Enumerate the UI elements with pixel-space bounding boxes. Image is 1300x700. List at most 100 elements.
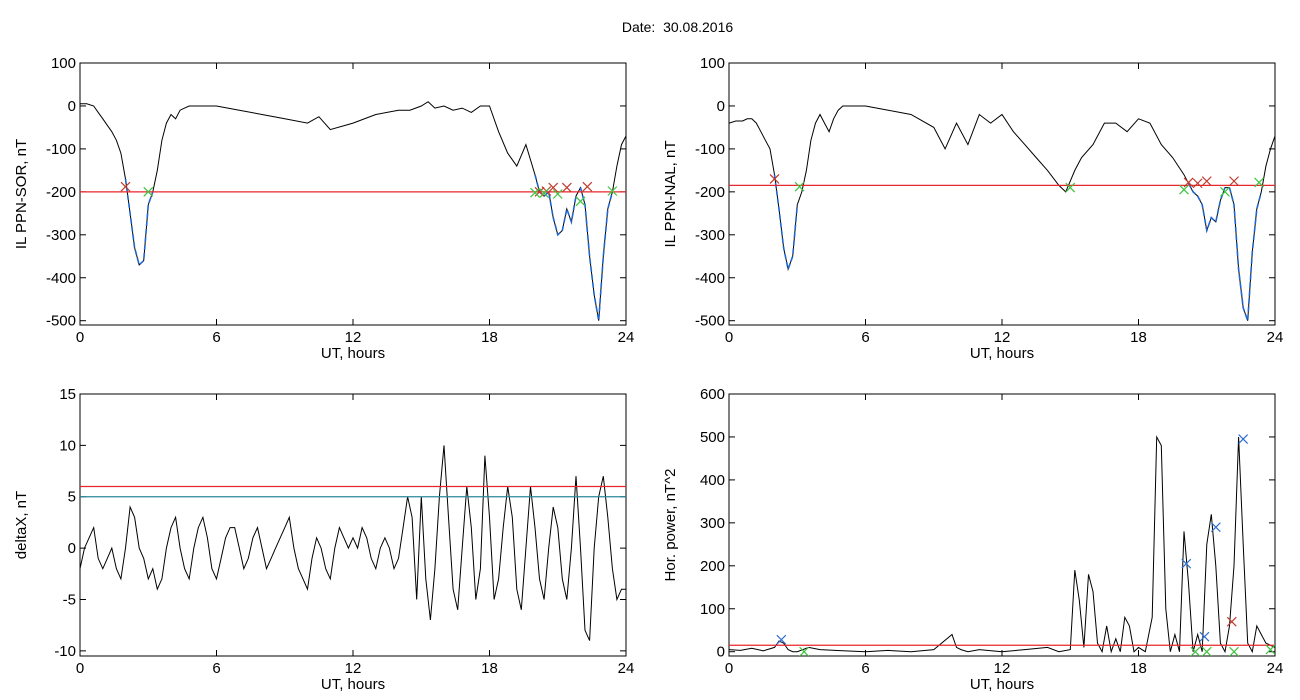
plot-area — [80, 101, 626, 321]
y-tick-label: -100 — [46, 141, 76, 158]
x-tick-label: 18 — [1130, 660, 1147, 677]
y-axis-label: IL PPN-SOR, nT — [13, 139, 30, 249]
marker-blue — [776, 634, 787, 645]
date-label: Date: — [621, 19, 656, 35]
marker-green — [1179, 184, 1189, 195]
plot-area — [80, 445, 626, 641]
highlight-segment — [1228, 187, 1263, 321]
marker-red — [561, 182, 572, 193]
y-tick-label: 15 — [59, 386, 76, 403]
y-axis-label: deltaX, nT — [13, 491, 30, 559]
marker-red — [1201, 176, 1212, 187]
marker-green — [1190, 646, 1201, 656]
marker-green — [1229, 646, 1239, 656]
y-tick-label: -5 — [63, 591, 76, 608]
series-line — [729, 435, 1275, 654]
x-tick-label: 18 — [481, 329, 498, 346]
x-tick-label: 12 — [994, 329, 1011, 346]
y-tick-label: -300 — [695, 227, 725, 244]
marker-green — [1201, 646, 1212, 656]
y-tick-label: -10 — [54, 643, 76, 660]
x-tick-label: 0 — [76, 329, 84, 346]
series-line — [729, 105, 1275, 321]
chart-ppn-nal: 0 6 12 18 24 100 0 -100 -200 -300 -400 -500 UT, hour… — [662, 55, 1283, 362]
marker-green — [1065, 182, 1076, 193]
series-line — [80, 445, 626, 641]
x-tick-label: 12 — [345, 329, 362, 346]
marker-green — [1254, 177, 1264, 188]
x-tick-label: 6 — [861, 660, 869, 677]
marker-green — [552, 189, 563, 199]
x-axis-label: UT, hours — [321, 345, 385, 362]
series-line — [80, 101, 626, 321]
highlight-segment — [579, 187, 614, 321]
plot-area — [729, 434, 1275, 656]
x-tick-label: 12 — [994, 660, 1011, 677]
y-tick-label: 100 — [51, 55, 76, 72]
marker-red — [120, 181, 131, 192]
x-tick-label: 6 — [212, 329, 220, 346]
marker-blue — [1181, 558, 1192, 569]
marker-green — [1220, 186, 1230, 197]
marker-green — [575, 196, 586, 207]
plot-area — [729, 105, 1275, 321]
x-axis-label: UT, hours — [321, 676, 385, 693]
x-tick-label: 18 — [481, 660, 498, 677]
marker-green — [607, 186, 618, 196]
marker-red — [1192, 178, 1203, 189]
x-tick-label: 0 — [76, 660, 84, 677]
y-tick-label: 400 — [700, 472, 725, 489]
y-tick-label: 300 — [700, 515, 725, 532]
x-tick-label: 0 — [725, 660, 733, 677]
x-tick-label: 24 — [1267, 660, 1284, 677]
y-tick-label: 5 — [68, 489, 76, 506]
y-tick-label: -500 — [695, 313, 725, 330]
highlight-segment — [1187, 182, 1226, 234]
marker-red — [769, 174, 780, 184]
marker-green — [539, 188, 550, 199]
y-tick-label: 0 — [717, 98, 725, 115]
page-title: Date: 30.08.2016 — [0, 19, 1300, 35]
y-tick-label: 100 — [700, 601, 725, 618]
marker-blue — [1199, 631, 1210, 642]
date-value: 30.08.2016 — [663, 19, 734, 35]
chart-deltax: 0 6 12 18 24 15 10 5 0 -5 -10 UT, hours deltaX, nT — [13, 386, 634, 693]
y-tick-label: 0 — [68, 540, 76, 557]
plot-frame — [728, 393, 1276, 657]
plot-frame — [79, 393, 627, 657]
y-tick-label: -400 — [46, 270, 76, 287]
x-tick-label: 6 — [861, 329, 869, 346]
y-tick-label: 200 — [700, 558, 725, 575]
y-tick-label: 600 — [700, 386, 725, 403]
marker-green — [1265, 644, 1275, 655]
marker-red — [548, 182, 559, 193]
marker-red — [1226, 616, 1237, 627]
x-tick-label: 18 — [1130, 329, 1147, 346]
marker-green — [799, 646, 809, 656]
y-tick-label: -300 — [46, 227, 76, 244]
y-tick-label: -200 — [46, 184, 76, 201]
plot-frame — [728, 62, 1276, 326]
y-tick-label: 0 — [717, 644, 725, 661]
x-axis-label: UT, hours — [970, 676, 1034, 693]
x-tick-label: 24 — [618, 660, 635, 677]
x-tick-label: 24 — [1267, 329, 1284, 346]
marker-red — [1183, 177, 1194, 188]
x-tick-label: 24 — [618, 329, 635, 346]
y-tick-label: 10 — [59, 437, 76, 454]
x-tick-label: 12 — [345, 660, 362, 677]
marker-green — [143, 186, 154, 197]
marker-red — [1229, 176, 1239, 187]
marker-red — [582, 181, 593, 192]
y-tick-label: -400 — [695, 270, 725, 287]
chart-ppn-sor: 0 6 12 18 24 100 0 -100 -200 -300 -400 -500 UT, hour… — [13, 55, 634, 362]
marker-blue — [1238, 434, 1249, 445]
y-axis-label: Hor. power, nT^2 — [662, 469, 679, 582]
highlight-segment — [773, 174, 799, 273]
y-tick-label: -200 — [695, 184, 725, 201]
marker-blue — [1210, 522, 1221, 533]
marker-green — [530, 187, 540, 198]
y-axis-label: IL PPN-NAL, nT — [662, 141, 679, 248]
y-tick-label: 0 — [68, 98, 76, 115]
x-tick-label: 0 — [725, 329, 733, 346]
